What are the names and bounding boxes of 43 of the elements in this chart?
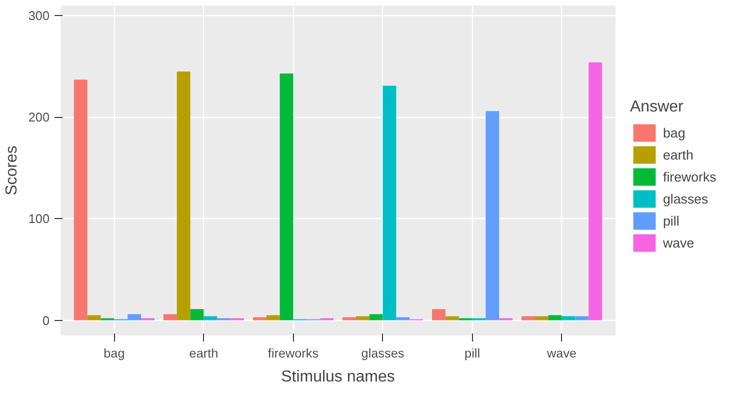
- x-tick-label: glasses: [361, 346, 404, 360]
- bar: [190, 309, 204, 320]
- x-tick-label: pill: [464, 346, 480, 360]
- bar: [128, 314, 142, 320]
- legend-label: pill: [663, 213, 680, 228]
- bar: [486, 111, 500, 320]
- bar: [176, 72, 190, 320]
- x-axis-title: Stimulus names: [281, 368, 395, 386]
- legend-label: earth: [663, 147, 694, 162]
- bar: [252, 317, 266, 320]
- bar: [382, 86, 396, 320]
- bar: [548, 315, 562, 320]
- bar: [163, 314, 177, 320]
- bar: [342, 317, 356, 320]
- bar: [588, 62, 602, 320]
- x-tick-label: earth: [189, 346, 218, 360]
- bar: [280, 74, 294, 320]
- y-tick-label: 0: [42, 314, 50, 328]
- bar: [445, 316, 459, 320]
- bar: [522, 316, 535, 320]
- legend-label: wave: [663, 235, 694, 250]
- bar: [356, 316, 370, 320]
- legend-label: bag: [663, 125, 686, 140]
- bar: [562, 316, 576, 320]
- legend-label: fireworks: [663, 169, 716, 184]
- y-axis-title: Scores: [3, 146, 20, 196]
- bar: [204, 316, 218, 320]
- bar: [369, 314, 383, 320]
- bar: [87, 315, 101, 320]
- y-tick-label: 200: [28, 110, 50, 125]
- bar: [266, 315, 280, 320]
- bar: [432, 309, 446, 320]
- y-tick-label: 300: [28, 9, 50, 24]
- bar: [534, 316, 548, 320]
- x-tick-label: bag: [104, 346, 125, 360]
- x-tick-label: wave: [546, 346, 577, 360]
- y-tick-label: 100: [28, 212, 50, 226]
- bar: [74, 80, 88, 320]
- bar: [575, 316, 589, 320]
- bar: [396, 317, 410, 320]
- legend-title: Answer: [630, 98, 684, 116]
- x-tick-label: fireworks: [268, 346, 319, 360]
- legend-label: glasses: [663, 191, 708, 206]
